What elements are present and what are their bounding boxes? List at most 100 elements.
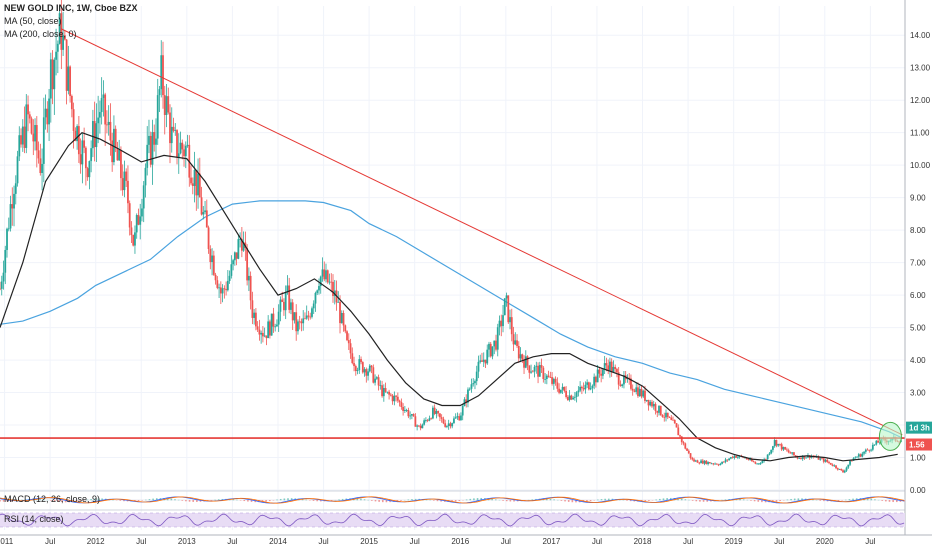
candle-body xyxy=(152,132,154,165)
candle-body xyxy=(27,104,29,114)
candle-body xyxy=(581,387,583,388)
candle-body xyxy=(444,423,446,427)
candle-body xyxy=(397,397,399,401)
candle-body xyxy=(351,353,353,363)
candle-body xyxy=(406,410,408,411)
y-tick-label: 13.00 xyxy=(910,64,931,73)
candle-body xyxy=(318,286,320,290)
candle-body xyxy=(216,280,218,288)
y-tick-label: 11.00 xyxy=(910,129,930,138)
candle-body xyxy=(4,250,6,273)
candle-body xyxy=(490,344,492,356)
candle-body xyxy=(309,317,311,318)
candle-body xyxy=(572,398,574,400)
candle-body xyxy=(648,400,650,405)
macd-histogram-bar xyxy=(407,499,409,500)
macd-histogram-bar xyxy=(885,500,887,501)
candle-body xyxy=(563,387,565,391)
candle-body xyxy=(32,134,34,142)
candle-body xyxy=(730,457,732,459)
macd-histogram-bar xyxy=(663,498,665,500)
ma-slow-label: MA (200, close, 0) xyxy=(4,29,77,39)
macd-histogram-bar xyxy=(790,499,792,500)
candle-body xyxy=(350,343,352,353)
candle-body xyxy=(192,183,194,186)
macd-histogram-bar xyxy=(375,500,377,501)
candle-body xyxy=(835,465,837,468)
candle-body xyxy=(798,458,800,459)
candle-body xyxy=(407,410,409,416)
candle-body xyxy=(753,461,755,462)
candle-body xyxy=(357,370,359,371)
candle-body xyxy=(185,146,187,156)
macd-histogram-bar xyxy=(798,498,800,500)
macd-histogram-bar xyxy=(477,498,479,500)
candle-body xyxy=(164,95,166,115)
macd-histogram-bar xyxy=(881,500,883,501)
macd-histogram-bar xyxy=(750,500,752,501)
candle-body xyxy=(66,40,68,91)
macd-histogram-bar xyxy=(400,500,402,501)
x-tick-label: 2014 xyxy=(269,537,287,546)
candle-body xyxy=(71,96,73,109)
macd-histogram-bar xyxy=(553,499,555,500)
candle-body xyxy=(833,465,835,466)
y-tick-label: 5.00 xyxy=(910,324,926,333)
candle-body xyxy=(120,150,122,178)
y-tick-label: 7.00 xyxy=(910,259,926,268)
macd-histogram-bar xyxy=(411,499,413,500)
candle-body xyxy=(560,390,562,393)
candle-body xyxy=(302,318,304,323)
candle-body xyxy=(208,227,210,249)
x-tick-label: Jul xyxy=(501,537,511,546)
candle-body xyxy=(593,377,595,386)
candle-body xyxy=(613,367,615,372)
candle-body xyxy=(558,389,560,393)
macd-histogram-bar xyxy=(247,500,249,502)
candle-body xyxy=(253,313,255,318)
candle-body xyxy=(760,463,762,464)
candle-body xyxy=(125,172,127,181)
candle-body xyxy=(527,356,529,365)
candle-body xyxy=(173,127,175,131)
macd-histogram-bar xyxy=(214,500,216,501)
candle-body xyxy=(670,418,672,420)
candle-body xyxy=(167,96,169,112)
macd-histogram-bar xyxy=(604,499,606,501)
candle-body xyxy=(437,411,439,413)
candle-body xyxy=(194,170,196,186)
candle-body xyxy=(769,453,771,454)
candle-body xyxy=(395,396,397,397)
macd-histogram-bar xyxy=(648,500,650,501)
macd-histogram-bar xyxy=(138,500,140,501)
candle-body xyxy=(146,145,148,168)
candle-body xyxy=(323,269,325,279)
candle-body xyxy=(805,457,807,458)
candle-body xyxy=(95,123,97,147)
candle-body xyxy=(711,463,713,464)
candle-body xyxy=(355,366,357,371)
candle-body xyxy=(733,456,735,458)
candle-body xyxy=(839,469,841,470)
candle-body xyxy=(783,447,785,449)
macd-histogram-bar xyxy=(757,500,759,502)
candle-body xyxy=(41,164,43,173)
candle-body xyxy=(197,174,199,196)
candle-body xyxy=(702,461,704,464)
candle-body xyxy=(341,313,343,323)
macd-histogram-bar xyxy=(495,499,497,500)
candle-body xyxy=(793,452,795,455)
candle-body xyxy=(677,428,679,436)
candle-body xyxy=(492,346,494,356)
candle-body xyxy=(195,170,197,195)
macd-histogram-bar xyxy=(743,499,745,500)
candle-body xyxy=(276,325,278,327)
candle-body xyxy=(218,287,220,288)
candle-body xyxy=(215,275,217,280)
candle-body xyxy=(425,420,427,421)
candle-body xyxy=(145,168,147,185)
candle-body xyxy=(187,145,189,146)
candle-body xyxy=(232,260,234,264)
